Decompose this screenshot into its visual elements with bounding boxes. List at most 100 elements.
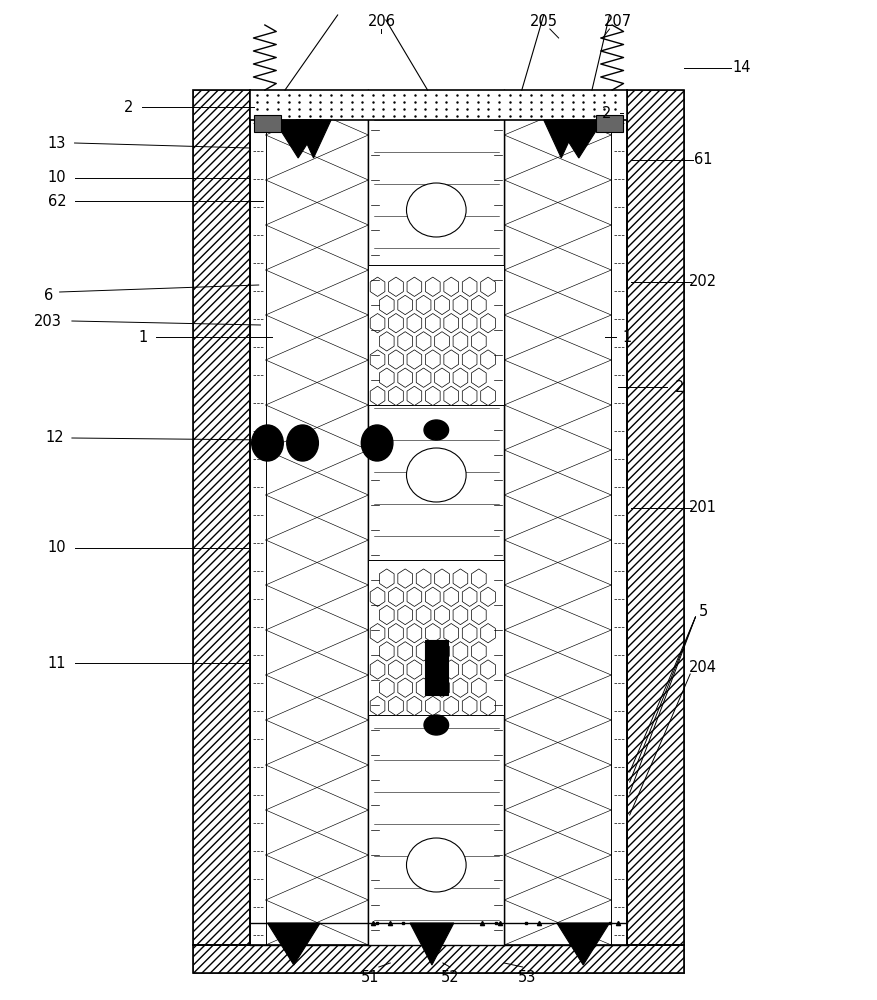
Polygon shape [435,295,449,315]
Polygon shape [370,277,385,296]
Bar [193,945,684,973]
Circle shape [287,425,318,461]
Text: 10: 10 [47,170,67,186]
Polygon shape [462,277,477,296]
Bar [193,90,250,945]
Polygon shape [462,624,477,643]
Text: 207: 207 [604,14,632,29]
Polygon shape [481,314,496,333]
Polygon shape [425,660,440,679]
Polygon shape [435,642,449,661]
Text: 14: 14 [732,60,752,76]
Text: 13: 13 [48,135,66,150]
Polygon shape [472,295,486,315]
Polygon shape [370,314,385,333]
Text: 204: 204 [689,660,717,674]
Polygon shape [389,314,403,333]
Text: 202: 202 [689,274,717,290]
Polygon shape [453,332,467,351]
Polygon shape [472,605,486,625]
Polygon shape [444,350,459,369]
Ellipse shape [424,420,448,440]
Polygon shape [444,660,459,679]
Polygon shape [380,368,394,387]
Polygon shape [472,678,486,697]
Polygon shape [481,350,496,369]
Polygon shape [380,295,394,315]
Polygon shape [425,587,440,606]
Polygon shape [417,332,431,351]
Text: 11: 11 [47,656,67,670]
Text: 12: 12 [45,430,64,446]
Text: 2: 2 [125,100,133,114]
Polygon shape [380,332,394,351]
Polygon shape [444,696,459,716]
Polygon shape [453,642,467,661]
Circle shape [252,425,283,461]
Polygon shape [453,569,467,588]
Polygon shape [472,368,486,387]
Polygon shape [481,696,496,716]
Polygon shape [481,660,496,679]
Text: 205: 205 [530,14,558,29]
Bar [368,90,504,945]
Polygon shape [462,660,477,679]
Polygon shape [425,696,440,716]
Bar [424,640,447,695]
Polygon shape [370,624,385,643]
Polygon shape [407,314,422,333]
Text: 61: 61 [694,152,713,167]
Polygon shape [370,660,385,679]
Polygon shape [435,605,449,625]
Polygon shape [425,314,440,333]
Polygon shape [398,368,412,387]
Circle shape [361,425,393,461]
Bar [254,115,281,132]
Text: 53: 53 [518,970,536,986]
Polygon shape [462,350,477,369]
Polygon shape [444,314,459,333]
Polygon shape [417,569,431,588]
Polygon shape [370,350,385,369]
Polygon shape [407,350,422,369]
Polygon shape [370,587,385,606]
Polygon shape [370,696,385,716]
Polygon shape [417,368,431,387]
Polygon shape [407,587,422,606]
Polygon shape [444,277,459,296]
Polygon shape [407,624,422,643]
Polygon shape [389,386,403,406]
Polygon shape [410,923,454,965]
Polygon shape [389,277,403,296]
Polygon shape [296,120,331,158]
Text: 5: 5 [699,604,708,619]
Polygon shape [389,696,403,716]
Polygon shape [398,569,412,588]
Ellipse shape [406,838,466,892]
Bar [193,945,684,973]
Polygon shape [453,295,467,315]
Bar [596,115,623,132]
Polygon shape [462,314,477,333]
Text: 1: 1 [139,330,147,344]
Text: 2: 2 [602,105,611,120]
Polygon shape [435,678,449,697]
Text: 206: 206 [367,14,396,29]
Polygon shape [398,678,412,697]
Polygon shape [481,386,496,406]
Polygon shape [462,587,477,606]
Polygon shape [407,696,422,716]
Polygon shape [425,277,440,296]
Polygon shape [389,624,403,643]
Text: 51: 51 [360,970,380,986]
Polygon shape [425,624,440,643]
Polygon shape [274,120,322,158]
Polygon shape [425,350,440,369]
Polygon shape [444,587,459,606]
Polygon shape [425,386,440,406]
Polygon shape [417,678,431,697]
Polygon shape [453,605,467,625]
Bar [627,90,684,945]
Polygon shape [481,277,496,296]
Bar [250,90,627,120]
